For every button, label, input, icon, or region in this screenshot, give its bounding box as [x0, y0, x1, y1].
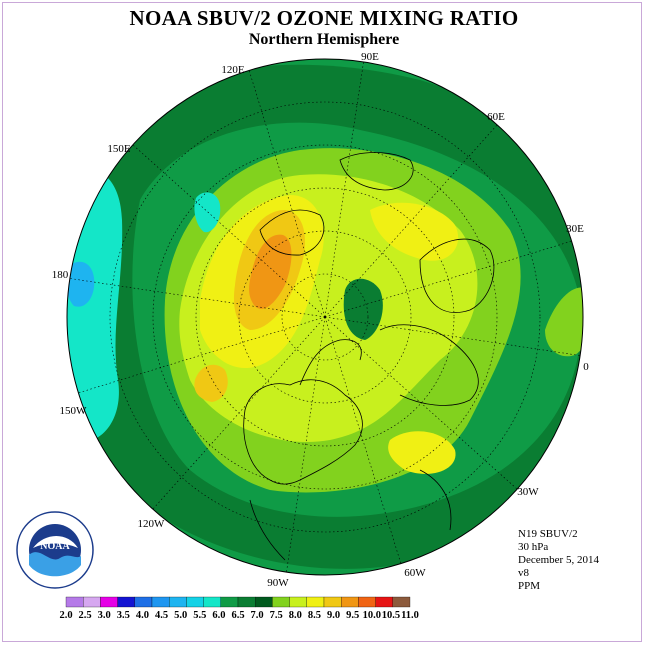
graticule — [67, 59, 583, 575]
lon-label-0: 0 — [583, 361, 589, 373]
page-title: NOAA SBUV/2 OZONE MIXING RATIO — [129, 6, 519, 30]
colorbar-tick-label: 10.5 — [382, 610, 400, 621]
units-label: PPM — [518, 580, 541, 592]
contour-8-5-south — [388, 431, 456, 474]
contour-low-pole — [343, 278, 383, 340]
colorbar-swatch — [306, 596, 325, 608]
info-block: N19 SBUV/2 30 hPa December 5, 2014 v8 PP… — [518, 528, 599, 593]
colorbar-tick-label: 10.0 — [363, 610, 381, 621]
contour-5-5 — [67, 166, 123, 442]
lon-label-60w: 60W — [404, 567, 426, 579]
colorbar-swatch — [117, 596, 135, 608]
colorbar-swatch — [341, 596, 359, 608]
colorbar-tick-label: 3.5 — [117, 610, 130, 621]
colorbar-tick-label: 6.0 — [212, 610, 225, 621]
colorbar-swatch — [151, 596, 170, 608]
colorbar-tick-label: 7.0 — [251, 610, 264, 621]
lon-label-30e: 30E — [566, 223, 584, 235]
map-subtitle: Northern Hemisphere — [248, 31, 400, 48]
polar-map — [67, 59, 583, 575]
coastlines — [243, 152, 495, 561]
colorbar-swatch — [255, 596, 273, 608]
colorbar-swatch — [237, 596, 256, 608]
lon-label-90e: 90E — [361, 51, 379, 63]
colorbar-tick-label: 7.5 — [270, 610, 283, 621]
longitude-labels: 90E 60E 30E 0 30W 60W 90W 120W 150W 180 … — [52, 51, 590, 589]
logo-text: NOAA — [40, 541, 70, 552]
colorbar-swatch — [186, 596, 204, 608]
colorbar-tick-label: 8.0 — [289, 610, 302, 621]
contour-5-5-small — [194, 192, 221, 233]
colorbar-swatch — [100, 596, 118, 608]
lon-label-30w: 30W — [517, 486, 539, 498]
colorbar-swatch — [272, 596, 290, 608]
globe-outline — [66, 58, 584, 576]
date-label: December 5, 2014 — [518, 554, 599, 566]
colorbar-tick-label: 8.5 — [308, 610, 321, 621]
colorbar-tick-label: 4.5 — [155, 610, 168, 621]
colorbar-tick-label: 2.0 — [59, 610, 72, 621]
colorbar-tick-label: 4.0 — [136, 610, 149, 621]
colorbar-swatch — [375, 596, 393, 608]
lon-label-120w: 120W — [138, 518, 166, 530]
colorbar-swatch — [83, 596, 101, 608]
lon-label-150w: 150W — [60, 405, 88, 417]
satellite-label: N19 SBUV/2 — [518, 528, 578, 540]
colorbar-tick-label: 9.0 — [327, 610, 340, 621]
lon-label-180: 180 — [52, 269, 69, 281]
colorbar-swatch — [169, 596, 187, 608]
lon-label-60e: 60E — [487, 111, 505, 123]
noaa-logo: NOAA — [16, 511, 94, 589]
colorbar-tick-label: 6.5 — [231, 610, 244, 621]
colorbar-tick-label: 3.0 — [98, 610, 111, 621]
colorbar-tick-label: 9.5 — [346, 610, 359, 621]
colorbar-tick-label: 5.5 — [193, 610, 206, 621]
lon-label-120e: 120E — [221, 64, 245, 76]
colorbar-swatch — [358, 596, 376, 608]
colorbar-swatch — [203, 596, 221, 608]
contour-5-0 — [67, 261, 95, 307]
lon-label-150e: 150E — [107, 143, 131, 155]
colorbar-swatch — [220, 596, 239, 608]
colorbar-swatch — [289, 596, 307, 608]
colorbar-tick-label: 2.5 — [79, 610, 92, 621]
figure-frame — [2, 2, 642, 642]
contour-9-0-small — [194, 364, 228, 402]
colorbar: 2.0 2.5 3.0 3.5 4.0 4.5 5.0 5.5 6.0 6.5 7.0 7.5 8.0 8… — [59, 596, 419, 621]
version-label: v8 — [518, 567, 529, 579]
pressure-label: 30 hPa — [518, 541, 549, 553]
colorbar-swatch — [392, 596, 411, 608]
colorbar-tick-label: 5.0 — [174, 610, 187, 621]
colorbar-swatch — [65, 596, 84, 608]
contour-7-5-east-edge — [545, 287, 583, 357]
lon-label-90w: 90W — [267, 577, 289, 589]
colorbar-swatch — [134, 596, 153, 608]
colorbar-tick-label: 11.0 — [401, 610, 419, 621]
colorbar-swatch — [323, 596, 342, 608]
contour-9-5 — [249, 234, 292, 309]
contour-8-5-east — [370, 202, 459, 261]
